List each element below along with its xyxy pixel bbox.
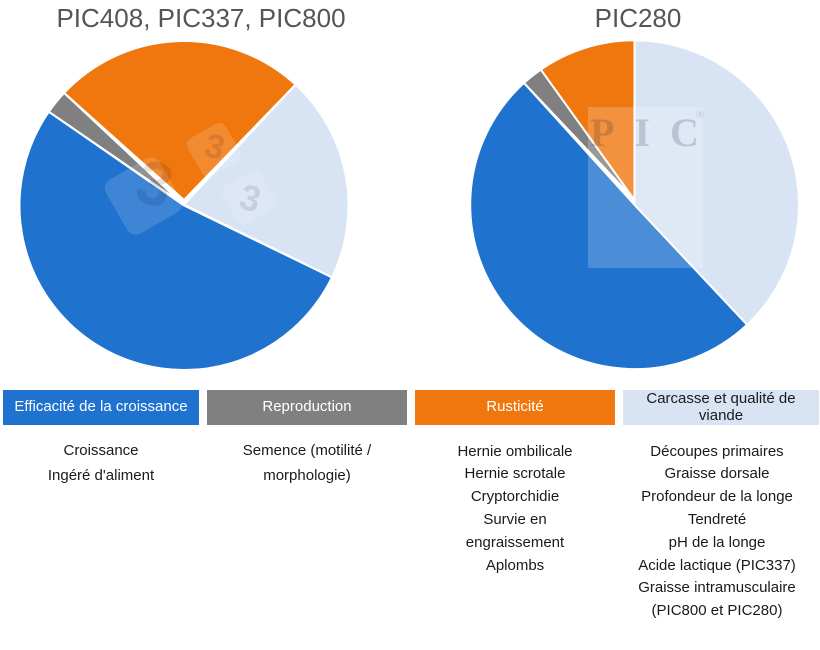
svg-text:®: ® — [696, 109, 704, 121]
svg-text:PIC: PIC — [590, 110, 719, 155]
